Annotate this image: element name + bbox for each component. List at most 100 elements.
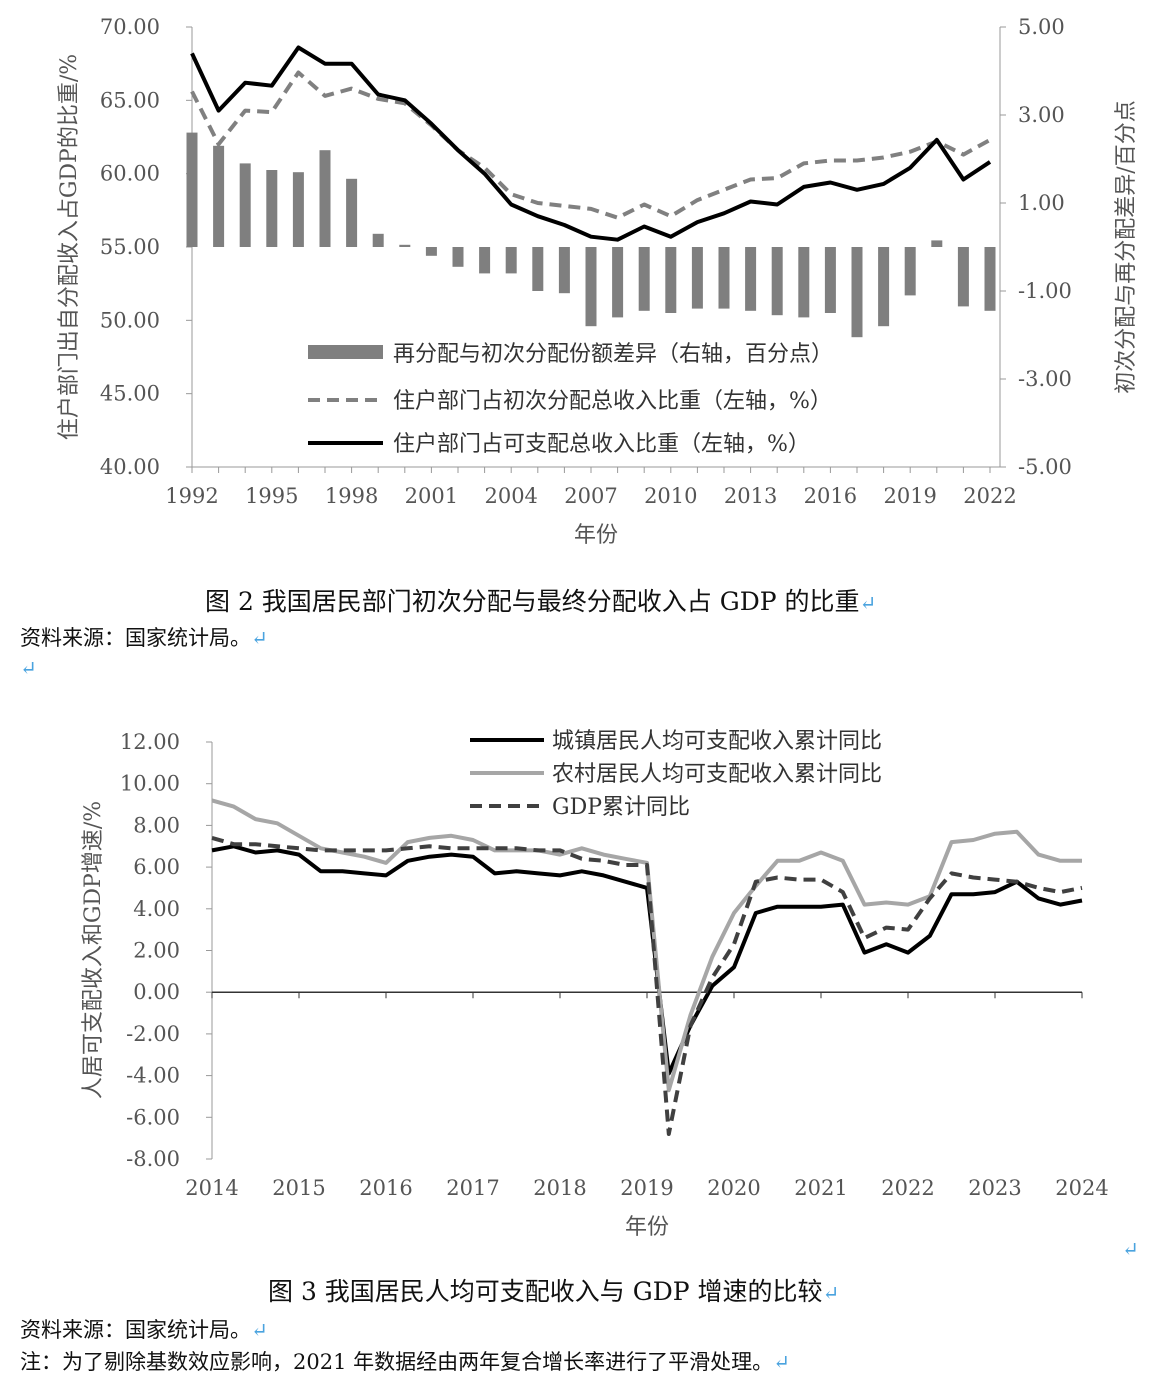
x-axis-tick-label: 1995 — [245, 484, 298, 508]
bar — [824, 247, 836, 313]
y-axis-tick-label: 10.00 — [120, 772, 180, 796]
bar — [851, 247, 863, 338]
y-axis-tick-label: 4.00 — [133, 897, 180, 921]
figure-2-chart: 70.00 65.00 60.00 55.00 50.00 45.00 40.00 5.00 3… — [57, 15, 1139, 548]
figure-3-caption: 图 3 我国居民人均可支配收入与 GDP 增速的比较↵ — [268, 1277, 840, 1306]
right-axis-tick-label: -5.00 — [1018, 455, 1072, 479]
y-axis-tick-label: -2.00 — [126, 1022, 180, 1046]
right-axis-title: 初次分配与再分配差异/百分点 — [1114, 100, 1139, 393]
right-axis-tick-label: -3.00 — [1018, 367, 1072, 391]
bar — [399, 244, 411, 247]
y-axis-tick-label: 0.00 — [133, 980, 180, 1004]
bar — [691, 247, 703, 309]
figure-3-source: 资料来源：国家统计局。↵ — [20, 1318, 268, 1342]
x-axis-tick-label: 2019 — [883, 484, 936, 508]
x-axis-tick-label: 2021 — [794, 1176, 847, 1200]
figure-3-chart: 12.00 10.00 8.00 6.00 4.00 2.00 0.00 -2.00 -4.00… — [81, 729, 1109, 1240]
x-axis-title: 年份 — [625, 1215, 669, 1240]
bar — [904, 247, 916, 296]
x-axis-tick-label: 2024 — [1055, 1176, 1108, 1200]
y-axis-tick-label: 8.00 — [133, 813, 180, 837]
bar — [931, 240, 943, 247]
right-axis-tick-label: 5.00 — [1018, 15, 1065, 39]
bar — [798, 247, 810, 318]
right-axis-tick-label: -1.00 — [1018, 279, 1072, 303]
paragraph-mark-icon: ↵ — [859, 591, 877, 615]
x-axis-title: 年份 — [574, 523, 618, 548]
paragraph-mark-icon: ↵ — [822, 1281, 840, 1305]
x-axis-tick-label: 2016 — [359, 1176, 412, 1200]
x-axis-tick-label: 2004 — [484, 484, 537, 508]
left-axis-tick-label: 40.00 — [100, 455, 160, 479]
left-axis-tick-label: 45.00 — [100, 382, 160, 406]
x-axis-tick-label: 2018 — [533, 1176, 586, 1200]
legend-label: 再分配与初次分配份额差异（右轴，百分点） — [393, 342, 833, 367]
x-axis-tick-label: 2019 — [620, 1176, 673, 1200]
paragraph-mark-icon: ↵ — [773, 1350, 790, 1374]
bar — [319, 150, 331, 247]
paragraph-mark-icon: ↵ — [20, 656, 37, 680]
left-axis-tick-label: 65.00 — [100, 88, 160, 112]
bar — [665, 247, 677, 313]
paragraph-mark-icon: ↵ — [1122, 1237, 1139, 1261]
bar — [239, 163, 251, 247]
figure-2-caption: 图 2 我国居民部门初次分配与最终分配收入占 GDP 的比重↵ — [205, 587, 877, 616]
y-axis-tick-label: 2.00 — [133, 939, 180, 963]
x-axis-tick-label: 2015 — [272, 1176, 325, 1200]
x-axis-tick-label: 1998 — [325, 484, 378, 508]
legend-label: GDP累计同比 — [552, 795, 690, 820]
paragraph-mark-icon: ↵ — [251, 626, 268, 650]
bar — [505, 247, 517, 274]
disposable-share-line — [190, 45, 992, 242]
legend-bar-swatch — [308, 345, 383, 359]
bar — [638, 247, 650, 311]
x-axis-tick-label: 2007 — [564, 484, 617, 508]
bar — [957, 247, 969, 307]
bar — [558, 247, 570, 294]
x-axis-tick-label: 1992 — [165, 484, 218, 508]
x-axis-tick-label: 2010 — [644, 484, 697, 508]
x-axis-tick-label: 2022 — [963, 484, 1016, 508]
x-axis-tick-label: 2023 — [968, 1176, 1021, 1200]
bar — [984, 247, 996, 311]
primary-share-line — [190, 70, 991, 220]
right-axis-tick-label: 1.00 — [1018, 191, 1065, 215]
y-axis-tick-label: -4.00 — [126, 1064, 180, 1088]
left-axis-tick-label: 55.00 — [100, 235, 160, 259]
right-axis-tick-label: 3.00 — [1018, 103, 1065, 127]
bar — [585, 247, 597, 327]
left-axis-tick-label: 50.00 — [100, 308, 160, 332]
figure-2-source: 资料来源：国家统计局。↵ — [20, 626, 268, 650]
bar — [532, 247, 544, 291]
x-axis-tick-label: 2022 — [881, 1176, 934, 1200]
x-axis-tick-label: 2016 — [804, 484, 857, 508]
figure-3-note: 注：为了剔除基数效应影响，2021 年数据经由两年复合增长率进行了平滑处理。↵ — [20, 1350, 790, 1374]
bar — [346, 178, 358, 247]
x-axis-tick-label: 2014 — [185, 1176, 238, 1200]
left-axis-tick-label: 60.00 — [100, 162, 160, 186]
paragraph-mark-icon: ↵ — [251, 1318, 268, 1342]
bar — [213, 145, 225, 247]
bar — [612, 247, 624, 318]
legend-label: 城镇居民人均可支配收入累计同比 — [552, 729, 882, 754]
left-axis-title: 住户部门出自分配收入占GDP的比重/% — [57, 54, 82, 440]
bar — [186, 132, 198, 247]
rural-income-line — [211, 798, 1082, 1093]
y-axis-tick-label: 6.00 — [133, 855, 180, 879]
x-axis-tick-label: 2001 — [405, 484, 458, 508]
bar — [479, 247, 491, 274]
gdp-line — [211, 835, 1083, 1136]
x-axis-tick-label: 2020 — [707, 1176, 760, 1200]
bar — [292, 172, 304, 247]
bar — [718, 247, 730, 309]
left-axis-tick-label: 70.00 — [100, 15, 160, 39]
y-axis-tick-label: 12.00 — [120, 730, 180, 754]
y-axis-title: 人居可支配收入和GDP增速/% — [81, 801, 106, 1099]
bar — [372, 233, 384, 247]
bar — [425, 247, 437, 256]
y-axis-tick-label: -6.00 — [126, 1105, 180, 1129]
bar — [878, 247, 890, 327]
x-axis-tick-label: 2013 — [724, 484, 777, 508]
legend-label: 住户部门占初次分配总收入比重（左轴，%） — [393, 389, 832, 414]
bar — [771, 247, 783, 316]
